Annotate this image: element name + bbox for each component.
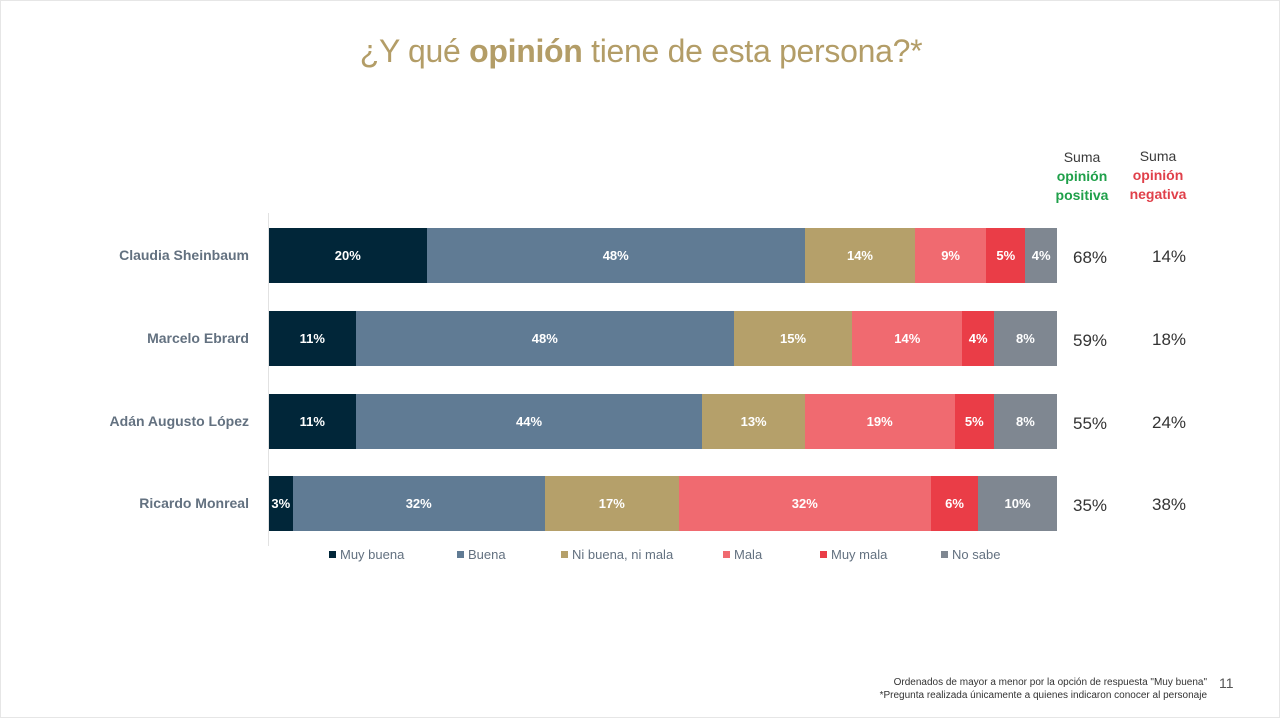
header-positive-line3: positiva <box>1055 187 1109 203</box>
title-emphasis: opinión <box>469 33 583 69</box>
category-label-claudia-sheinbaum: Claudia Sheinbaum <box>119 247 249 263</box>
data-label: 4% <box>1031 248 1051 263</box>
bar-claudia-sheinbaum: 20% 48% 14% 9% 5% 4% <box>269 228 1057 283</box>
legend-item-no-sabe: No sabe <box>941 547 1000 562</box>
data-label: 32% <box>791 496 818 511</box>
bar-segment-ni-buena-ni-mala: 15% <box>733 311 853 366</box>
data-label: 8% <box>1016 414 1035 429</box>
bar-ricardo-monreal: 3% 32% 17% 32% 6% 10% <box>269 476 1057 531</box>
header-positive-line2: opinión <box>1056 168 1108 184</box>
bar-segment-muy-mala: 5% <box>986 228 1026 283</box>
bar-segment-no-sabe: 4% <box>1025 228 1057 283</box>
legend-label: Mala <box>734 547 763 562</box>
header-negative-sum: Suma opinión negativa <box>1123 147 1193 204</box>
legend-label: Muy mala <box>831 547 888 562</box>
legend-label: No sabe <box>952 547 1001 562</box>
page-number: 11 <box>1219 675 1234 691</box>
legend-swatch <box>457 551 464 558</box>
bar-segment-ni-buena-ni-mala: 14% <box>804 228 916 283</box>
header-positive-line1: Suma <box>1063 149 1101 165</box>
footnote-question: *Pregunta realizada únicamente a quienes… <box>879 690 1207 701</box>
data-label: 13% <box>740 414 767 429</box>
data-label: 44% <box>516 414 543 429</box>
header-positive-sum: Suma opinión positiva <box>1047 148 1117 205</box>
legend-swatch <box>329 551 336 558</box>
bar-segment-mala: 14% <box>852 311 963 366</box>
legend-item-mala: Mala <box>723 547 762 562</box>
category-label-adan-augusto-lopez: Adán Augusto López <box>109 413 249 429</box>
bar-segment-muy-buena: 11% <box>269 394 356 449</box>
data-label: 4% <box>968 331 988 346</box>
category-label-marcelo-ebrard: Marcelo Ebrard <box>147 330 249 346</box>
data-label: 48% <box>602 248 629 263</box>
bar-segment-no-sabe: 8% <box>993 394 1057 449</box>
data-label: 9% <box>941 248 960 263</box>
sum-negative-value: 14% <box>1151 247 1187 266</box>
legend-item-ni-buena-ni-mala: Ni buena, ni mala <box>561 547 673 562</box>
legend-item-muy-buena: Muy buena <box>329 547 404 562</box>
sum-positive-value: 55% <box>1072 414 1108 433</box>
data-label: 17% <box>598 496 625 511</box>
footnote-order: Ordenados de mayor a menor por la opción… <box>893 677 1207 688</box>
legend-swatch <box>820 551 827 558</box>
sum-positive-value: 35% <box>1072 496 1108 515</box>
bar-segment-ni-buena-ni-mala: 17% <box>544 476 679 531</box>
sum-positive-value: 68% <box>1072 248 1108 267</box>
bar-segment-muy-buena: 3% <box>269 476 293 531</box>
sum-positive-value: 59% <box>1072 331 1108 350</box>
bar-segment-buena: 48% <box>426 228 805 283</box>
bar-segment-mala: 32% <box>678 476 931 531</box>
header-negative-line2: opinión <box>1132 167 1184 183</box>
data-label: 6% <box>945 496 964 511</box>
sum-negative-value: 24% <box>1151 413 1187 432</box>
bar-segment-no-sabe: 10% <box>978 476 1057 531</box>
bar-segment-muy-buena: 20% <box>269 228 427 283</box>
legend-label: Muy buena <box>340 547 405 562</box>
bar-segment-mala: 19% <box>804 394 955 449</box>
data-label: 14% <box>846 248 873 263</box>
bar-segment-buena: 44% <box>355 394 703 449</box>
data-label: 48% <box>531 331 558 346</box>
data-label: 14% <box>894 331 921 346</box>
data-label: 5% <box>964 414 984 429</box>
category-axis-line <box>268 213 269 546</box>
bar-segment-buena: 48% <box>355 311 734 366</box>
header-negative-line1: Suma <box>1139 148 1177 164</box>
bar-segment-muy-mala: 5% <box>954 394 994 449</box>
page-title: ¿Y qué opinión tiene de esta persona?* <box>1 33 1280 70</box>
data-label: 3% <box>271 496 291 511</box>
data-label: 32% <box>405 496 432 511</box>
legend-label: Ni buena, ni mala <box>572 547 674 562</box>
bar-segment-ni-buena-ni-mala: 13% <box>702 394 805 449</box>
data-label: 19% <box>866 414 893 429</box>
data-label: 11% <box>299 331 325 346</box>
bar-segment-muy-buena: 11% <box>269 311 356 366</box>
data-label: 20% <box>334 248 361 263</box>
legend-item-muy-mala: Muy mala <box>820 547 887 562</box>
title-suffix: tiene de esta persona?* <box>582 33 923 69</box>
bar-segment-muy-mala: 6% <box>930 476 979 531</box>
data-label: 8% <box>1016 331 1035 346</box>
title-prefix: ¿Y qué <box>359 33 470 69</box>
bar-segment-muy-mala: 4% <box>962 311 994 366</box>
bar-segment-mala: 9% <box>915 228 987 283</box>
bar-marcelo-ebrard: 11% 48% 15% 14% 4% 8% <box>269 311 1057 366</box>
legend-swatch <box>941 551 948 558</box>
sum-negative-value: 18% <box>1151 330 1187 349</box>
data-label: 15% <box>779 331 807 346</box>
legend-label: Buena <box>468 547 506 562</box>
sum-negative-value: 38% <box>1151 495 1187 514</box>
data-label: 11% <box>299 414 325 429</box>
bar-segment-buena: 32% <box>292 476 545 531</box>
bar-adan-augusto-lopez: 11% 44% 13% 19% 5% 8% <box>269 394 1057 449</box>
category-label-ricardo-monreal: Ricardo Monreal <box>139 495 249 511</box>
legend-swatch <box>723 551 730 558</box>
data-label: 10% <box>1004 496 1031 511</box>
bar-segment-no-sabe: 8% <box>993 311 1057 366</box>
legend-item-buena: Buena <box>457 547 506 562</box>
header-negative-line3: negativa <box>1129 186 1187 202</box>
data-label: 5% <box>996 248 1016 263</box>
legend-swatch <box>561 551 568 558</box>
